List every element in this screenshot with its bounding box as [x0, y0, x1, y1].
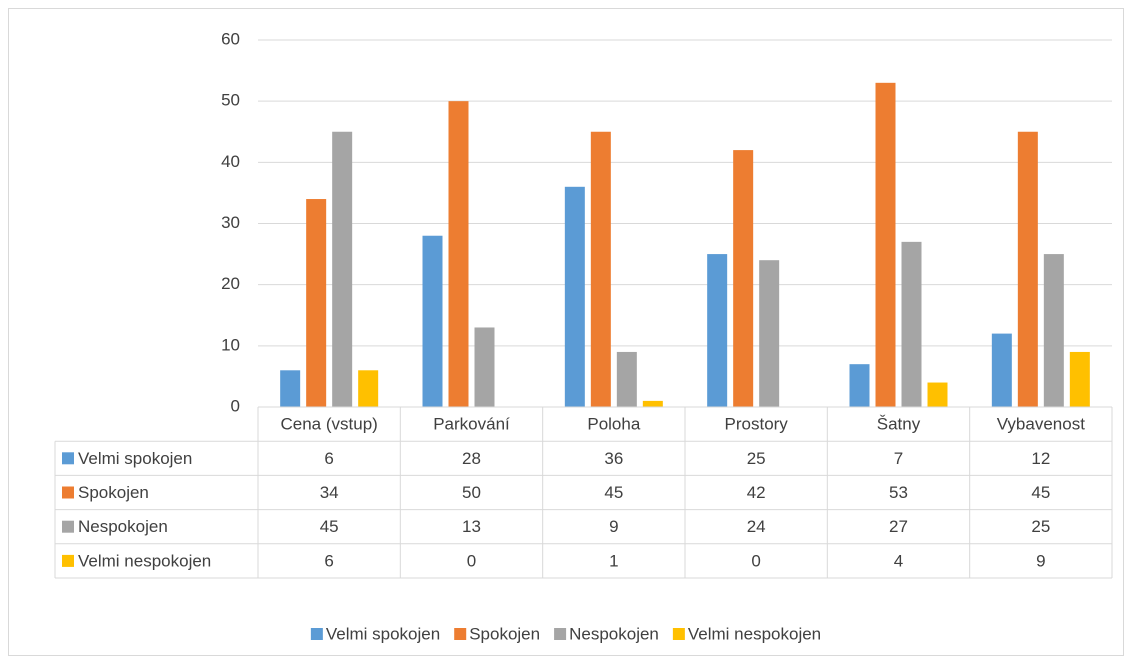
- bar: [875, 82, 896, 408]
- bar: [422, 235, 443, 407]
- table-legend-key: [62, 520, 74, 533]
- table-value: 12: [1031, 449, 1050, 468]
- table-row-label: Spokojen: [78, 483, 149, 502]
- y-tick-label: 20: [221, 274, 240, 293]
- table-row-label: Velmi nespokojen: [78, 551, 211, 570]
- table-value: 0: [751, 551, 760, 570]
- legend-key: [310, 628, 323, 640]
- legend-key: [454, 628, 467, 640]
- table-value: 13: [462, 517, 481, 536]
- table-value: 9: [1036, 551, 1045, 570]
- bar: [707, 254, 728, 407]
- y-tick-label: 10: [221, 335, 240, 354]
- y-tick-label: 50: [221, 91, 240, 110]
- table-value: 50: [462, 483, 481, 502]
- table-value: 24: [747, 517, 766, 536]
- table-value: 0: [467, 551, 476, 570]
- legend-label: Nespokojen: [569, 624, 659, 643]
- bar: [927, 382, 948, 407]
- table-legend-key: [62, 452, 74, 465]
- y-tick-label: 30: [221, 213, 240, 232]
- bar: [590, 131, 611, 407]
- x-tick-label: Parkování: [433, 415, 510, 434]
- legend-label: Spokojen: [469, 624, 540, 643]
- bar: [642, 400, 663, 407]
- table-value: 45: [1031, 483, 1050, 502]
- bar: [564, 186, 585, 407]
- table-value: 45: [320, 517, 339, 536]
- legend-label: Velmi nespokojen: [688, 624, 821, 643]
- table-value: 28: [462, 449, 481, 468]
- legend-key: [672, 628, 685, 640]
- bar: [759, 260, 780, 407]
- table-value: 4: [894, 551, 903, 570]
- bar: [1043, 254, 1064, 407]
- bar: [280, 370, 301, 407]
- bar: [901, 241, 922, 407]
- table-value: 27: [889, 517, 908, 536]
- bar: [448, 101, 469, 408]
- table-value: 25: [747, 449, 766, 468]
- table-value: 25: [1031, 517, 1050, 536]
- table-value: 45: [604, 483, 623, 502]
- table-value: 6: [324, 449, 333, 468]
- y-tick-label: 0: [231, 396, 240, 415]
- bar: [358, 370, 379, 407]
- x-tick-label: Poloha: [587, 415, 640, 434]
- table-row-label: Nespokojen: [78, 517, 168, 536]
- bar: [991, 333, 1012, 407]
- bar: [733, 150, 754, 407]
- table-value: 42: [747, 483, 766, 502]
- legend-label: Velmi spokojen: [326, 624, 440, 643]
- bar: [306, 199, 327, 407]
- table-value: 7: [894, 449, 903, 468]
- x-tick-label: Vybavenost: [997, 415, 1085, 434]
- table-value: 36: [604, 449, 623, 468]
- table-value: 53: [889, 483, 908, 502]
- table-value: 1: [609, 551, 618, 570]
- y-tick-label: 60: [221, 29, 240, 48]
- bar: [474, 327, 495, 407]
- x-tick-label: Cena (vstup): [281, 415, 378, 434]
- table-legend-key: [62, 486, 74, 499]
- bar: [1017, 131, 1038, 407]
- table-row-label: Velmi spokojen: [78, 449, 192, 468]
- table-value: 6: [324, 551, 333, 570]
- table-value: 34: [320, 483, 339, 502]
- bar: [849, 364, 870, 407]
- table-legend-key: [62, 554, 74, 567]
- y-tick-label: 40: [221, 152, 240, 171]
- bar: [616, 351, 637, 407]
- x-tick-label: Prostory: [725, 415, 789, 434]
- x-tick-label: Šatny: [877, 415, 921, 434]
- table-value: 9: [609, 517, 618, 536]
- bar: [332, 131, 353, 407]
- legend-key: [554, 628, 567, 640]
- bar: [1069, 351, 1090, 407]
